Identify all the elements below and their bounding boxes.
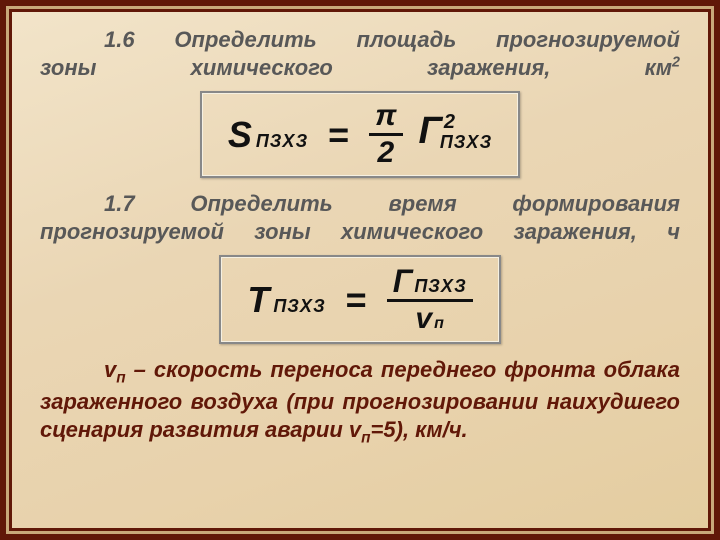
formula-2-box: Т ПЗХЗ = Г ПЗХЗ v п <box>219 255 500 344</box>
task-1-7-text1: Определить время формирования <box>190 191 680 216</box>
inner-frame: 1.6 Определить площадь прогнозируемой зо… <box>9 9 711 531</box>
formula-1-equals: = <box>324 114 353 156</box>
formula-2-lhs-sub: ПЗХЗ <box>273 296 325 321</box>
task-1-6-unit-super: 2 <box>672 54 680 70</box>
formula-1-lhs-symbol: S <box>228 114 252 156</box>
formula-2-fraction: Г ПЗХЗ v п <box>387 263 473 336</box>
formula-2-lhs: Т ПЗХЗ <box>247 279 325 321</box>
task-1-6-number: 1.6 <box>104 27 135 52</box>
legend-var-sub: п <box>116 369 125 386</box>
formula-2-equals: = <box>342 279 371 321</box>
task-1-7-number: 1.7 <box>104 191 135 216</box>
formula-2-num-symbol: Г <box>393 265 413 297</box>
formula-2-den-symbol: v <box>415 304 432 334</box>
formula-1-rhs-sup: 2 <box>444 112 455 132</box>
formula-1-rhs-symbol: Г <box>419 112 442 150</box>
formula-1-lhs-sub: ПЗХЗ <box>256 131 308 156</box>
legend-paragraph: vп – скорость переноса переднего фронта … <box>40 356 680 448</box>
task-1-7-text2: прогнозируемой зоны химического заражени… <box>40 219 680 244</box>
task-1-6-heading: 1.6 Определить площадь прогнозируемой зо… <box>40 26 680 81</box>
formula-1-rhs-sub: ПЗХЗ <box>440 132 492 157</box>
task-1-7-heading: 1.7 Определить время формирования прогно… <box>40 190 680 245</box>
formula-1-lhs: S ПЗХЗ <box>228 114 308 156</box>
legend-text: – скорость переноса переднего фронта обл… <box>40 357 680 442</box>
formula-1-rhs: Г 2 ПЗХЗ <box>419 112 493 157</box>
formula-1-fraction: π 2 <box>369 99 402 170</box>
page-body: 1.6 Определить площадь прогнозируемой зо… <box>12 12 708 528</box>
formula-2-num: Г ПЗХЗ <box>387 263 473 299</box>
outer-frame: 1.6 Определить площадь прогнозируемой зо… <box>0 0 720 540</box>
formula-1-frac-num: π <box>369 99 402 133</box>
formula-1-frac-den: 2 <box>372 136 401 170</box>
formula-1-wrap: S ПЗХЗ = π 2 Г 2 ПЗХЗ <box>40 91 680 178</box>
formula-2-den: v п <box>409 302 449 336</box>
task-1-6-text2: зоны химического заражения, км <box>40 55 672 80</box>
legend-var: v <box>104 357 116 382</box>
mid-frame: 1.6 Определить площадь прогнозируемой зо… <box>6 6 714 534</box>
formula-2-num-sub: ПЗХЗ <box>414 277 466 295</box>
formula-2-den-sub: п <box>434 316 444 332</box>
task-1-6-text1: Определить площадь прогнозируемой <box>174 27 680 52</box>
legend-trail: =5), км/ч. <box>371 417 468 442</box>
formula-2-wrap: Т ПЗХЗ = Г ПЗХЗ v п <box>40 255 680 344</box>
formula-1-box: S ПЗХЗ = π 2 Г 2 ПЗХЗ <box>200 91 520 178</box>
formula-2-lhs-symbol: Т <box>247 279 269 321</box>
legend-trail-sub: п <box>361 430 370 447</box>
